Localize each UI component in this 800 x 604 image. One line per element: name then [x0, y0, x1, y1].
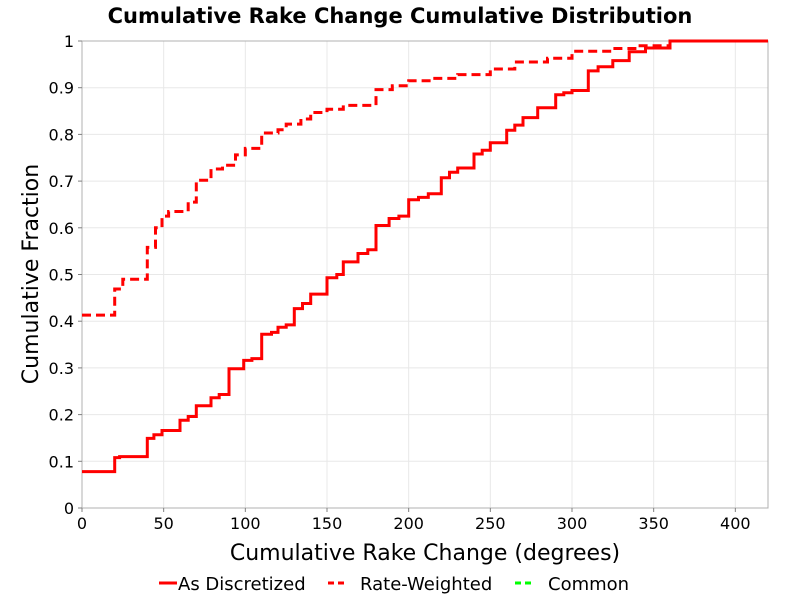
x-tick-label: 350 — [638, 514, 669, 533]
y-tick-label: 0.1 — [49, 452, 74, 471]
x-tick-label: 250 — [475, 514, 506, 533]
x-tick-label: 200 — [393, 514, 424, 533]
y-tick-label: 0.4 — [49, 312, 74, 331]
y-tick-label: 0.2 — [49, 406, 74, 425]
grid-layer — [81, 40, 768, 509]
series-line-as-discretized — [82, 39, 768, 474]
x-tick-label: 300 — [557, 514, 588, 533]
series-line-rate-weighted — [82, 39, 768, 317]
x-tick-label: 100 — [230, 514, 261, 533]
y-tick-label: 0.5 — [49, 266, 74, 285]
legend-label: As Discretized — [178, 574, 306, 595]
x-tick-label: 150 — [312, 514, 343, 533]
y-tick-label: 1 — [64, 32, 74, 51]
legend: As Discretized Rate-Weighted Common — [159, 574, 629, 595]
y-tick-label: 0.6 — [49, 219, 74, 238]
legend-label: Common — [548, 574, 629, 595]
x-tick-label: 50 — [153, 514, 173, 533]
x-axis-label: Cumulative Rake Change (degrees) — [230, 541, 620, 566]
series-layer — [82, 39, 768, 474]
y-axis-label: Cumulative Fraction — [19, 164, 44, 384]
x-tick-label: 0 — [77, 514, 87, 533]
y-tick-label: 0.9 — [49, 79, 74, 98]
x-tick-label: 400 — [720, 514, 751, 533]
y-tick-label: 0.3 — [49, 359, 74, 378]
y-tick-label: 0.8 — [49, 125, 74, 144]
y-tick-label: 0 — [64, 499, 74, 518]
y-tick-label: 0.7 — [49, 172, 74, 191]
tick-layer: 0 50 100 150 200 250 300 350 400 0 0.1 0.2 0.3 0.4 0.5… — [49, 32, 751, 533]
chart-title: Cumulative Rake Change Cumulative Distri… — [108, 4, 693, 28]
legend-label: Rate-Weighted — [360, 574, 492, 595]
